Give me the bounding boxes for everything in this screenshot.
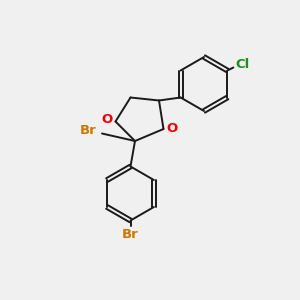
Text: O: O: [166, 122, 178, 136]
Text: Br: Br: [122, 227, 139, 241]
Text: O: O: [101, 112, 113, 126]
Text: Br: Br: [80, 124, 97, 137]
Text: Cl: Cl: [236, 58, 250, 71]
